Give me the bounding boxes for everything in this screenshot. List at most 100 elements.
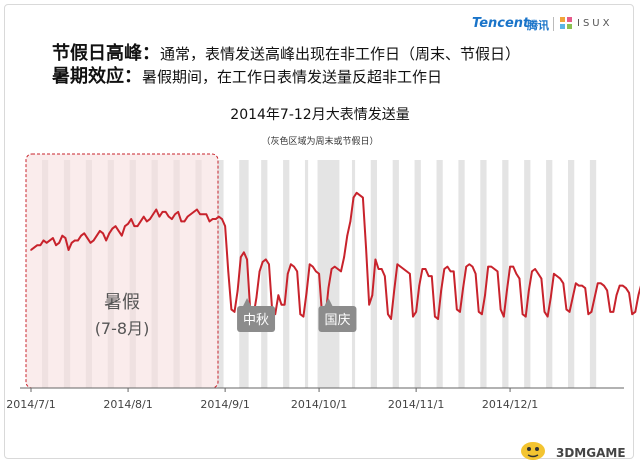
- headline-holiday-peak-label: 节假日高峰：: [52, 43, 160, 64]
- logo-divider: [553, 17, 554, 31]
- data-point: [537, 272, 540, 275]
- x-tick-label: 2014/10/1: [291, 398, 347, 411]
- data-point: [596, 282, 599, 285]
- data-point: [465, 265, 468, 268]
- data-point: [603, 284, 605, 287]
- data-point: [371, 294, 374, 296]
- data-point: [130, 218, 132, 220]
- data-point: [105, 239, 107, 242]
- data-point: [61, 234, 64, 237]
- data-point: [139, 220, 142, 223]
- data-point: [468, 263, 471, 266]
- data-point: [553, 272, 555, 275]
- series-line: [30, 191, 640, 320]
- tencent-logo: Tencent: [472, 16, 530, 31]
- data-point: [409, 272, 411, 275]
- data-point: [396, 263, 399, 266]
- data-point: [152, 213, 154, 216]
- data-point: [593, 296, 596, 299]
- data-point: [587, 313, 590, 316]
- data-point: [449, 270, 452, 273]
- data-point: [456, 308, 458, 311]
- data-point: [108, 232, 111, 235]
- data-point: [167, 215, 170, 218]
- data-point: [621, 284, 624, 287]
- data-point: [189, 213, 192, 216]
- data-point: [506, 289, 508, 292]
- data-point: [387, 313, 389, 316]
- annotation-holiday-label: 中秋: [243, 313, 269, 328]
- data-point: [521, 313, 524, 316]
- data-point: [430, 275, 433, 277]
- data-point: [528, 289, 530, 292]
- data-point: [637, 294, 640, 296]
- data-point: [136, 225, 139, 227]
- data-point: [424, 268, 427, 270]
- data-point: [233, 311, 236, 313]
- data-point: [296, 270, 298, 273]
- data-point: [42, 239, 45, 242]
- data-point: [405, 270, 408, 273]
- data-point: [559, 277, 561, 280]
- data-point: [127, 222, 129, 225]
- chart-title: 2014年7-12月大表情发送量: [230, 107, 410, 123]
- data-point: [280, 303, 283, 306]
- data-point: [452, 270, 455, 273]
- x-tick-label: 2014/12/1: [482, 398, 538, 411]
- annotation-summer-label: 暑假: [104, 292, 140, 313]
- data-point: [95, 234, 98, 237]
- holiday-band: [502, 160, 509, 388]
- data-point: [418, 284, 421, 287]
- holiday-band: [436, 160, 443, 388]
- data-point: [484, 294, 486, 296]
- holiday-band: [589, 160, 597, 388]
- data-point: [180, 220, 183, 223]
- data-point: [575, 282, 577, 285]
- data-point: [358, 194, 361, 197]
- data-point: [268, 263, 270, 266]
- data-point: [503, 315, 505, 318]
- data-point: [77, 239, 79, 242]
- data-point: [199, 213, 201, 216]
- data-point: [333, 265, 336, 268]
- data-point: [393, 289, 396, 292]
- data-point: [600, 282, 602, 285]
- data-point: [362, 196, 364, 199]
- data-point: [308, 263, 311, 266]
- data-point: [74, 239, 76, 242]
- holiday-band: [217, 160, 224, 388]
- data-point: [230, 308, 233, 311]
- data-point: [337, 268, 339, 270]
- data-point: [117, 230, 120, 232]
- data-point: [174, 213, 176, 216]
- holiday-band: [304, 160, 309, 388]
- data-point: [549, 296, 552, 299]
- data-point: [543, 311, 546, 313]
- data-point: [45, 242, 48, 244]
- holiday-band: [546, 160, 553, 388]
- data-point: [146, 220, 148, 223]
- data-point: [612, 311, 615, 313]
- x-tick-label: 2014/7/1: [6, 398, 55, 411]
- data-point: [302, 315, 305, 318]
- data-point: [556, 275, 558, 277]
- data-point: [609, 311, 612, 313]
- data-point: [446, 265, 449, 268]
- data-point: [312, 265, 314, 268]
- data-point: [99, 230, 101, 232]
- data-point: [239, 256, 242, 258]
- data-point: [581, 284, 583, 287]
- data-point: [265, 258, 267, 261]
- data-point: [462, 287, 464, 289]
- data-point: [315, 270, 317, 273]
- data-point: [628, 292, 630, 294]
- chart-subtitle: （灰色区域为周末或节假日）: [261, 137, 379, 147]
- data-point: [305, 292, 308, 294]
- data-point: [490, 265, 493, 268]
- data-point: [496, 270, 499, 273]
- data-point: [236, 289, 239, 292]
- data-point: [193, 211, 195, 213]
- holiday-band: [283, 160, 290, 388]
- data-point: [224, 225, 226, 227]
